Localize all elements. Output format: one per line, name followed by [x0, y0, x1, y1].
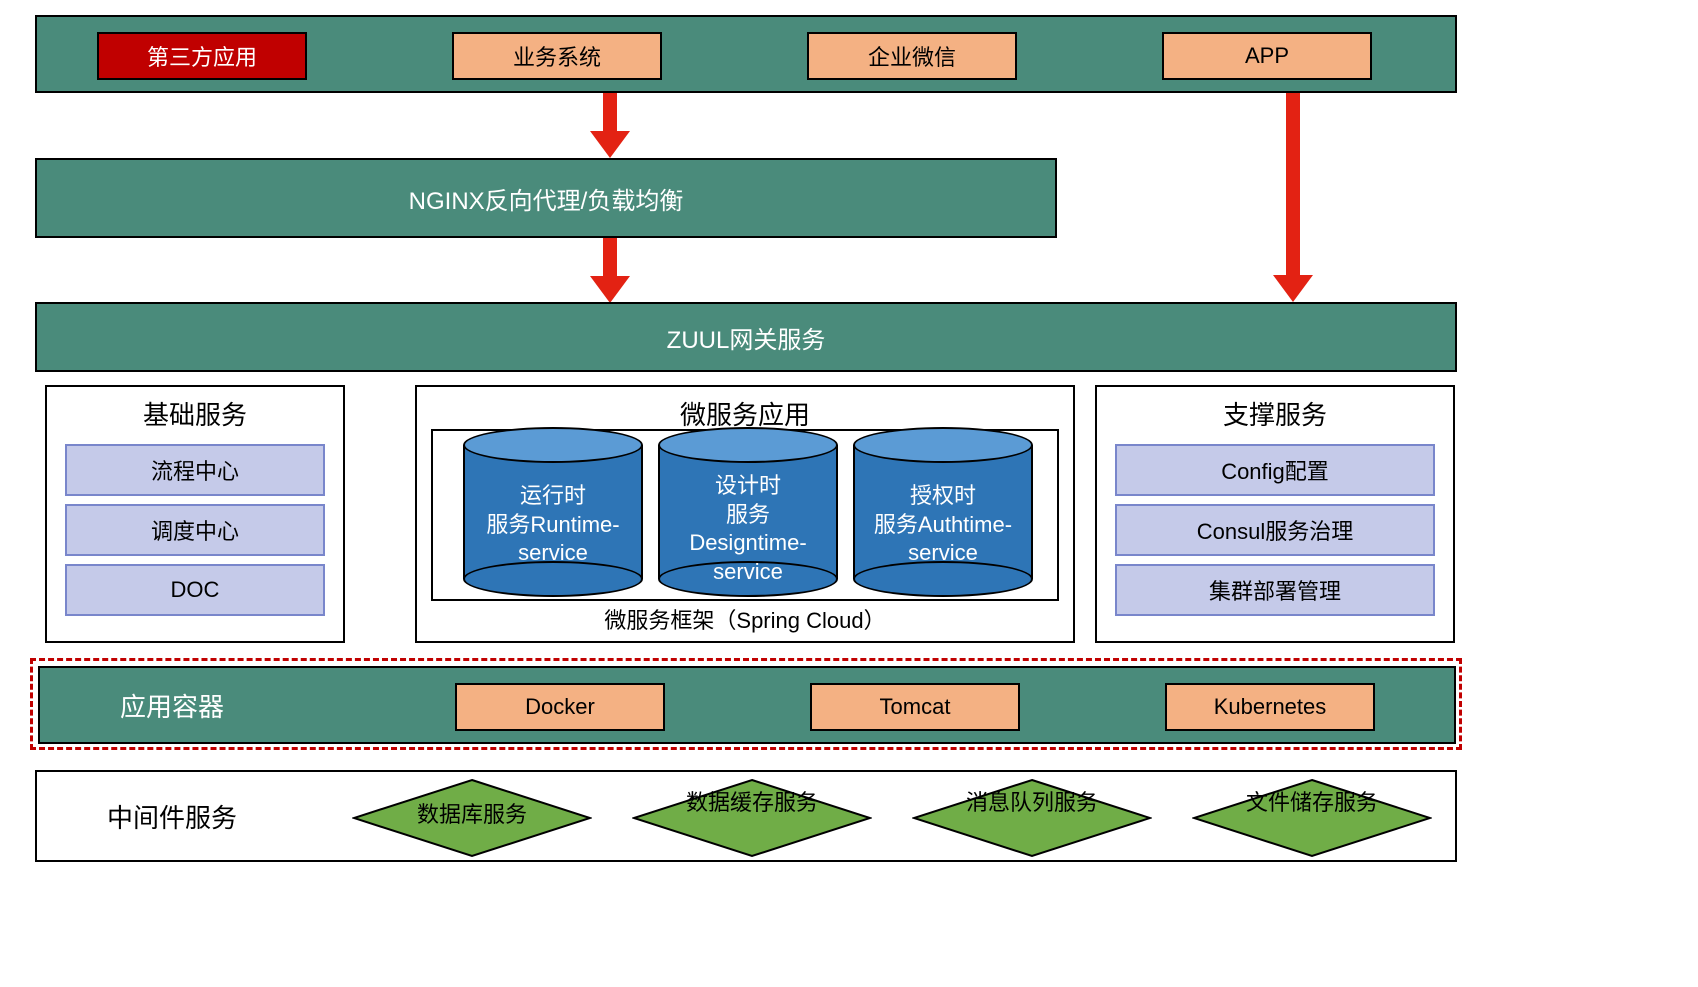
container-label: Kubernetes: [1214, 694, 1327, 720]
client-label: 企业微信: [868, 40, 956, 72]
support-services-title: 支撑服务: [1097, 387, 1453, 436]
container-item-k8s: Kubernetes: [1165, 683, 1375, 731]
cylinder-label: 设计时服务Designtime-service: [658, 472, 838, 586]
zuul-bar: ZUUL网关服务: [35, 302, 1457, 372]
diamond-label: 消息队列服务: [962, 790, 1102, 816]
client-label: 第三方应用: [147, 40, 257, 72]
microservice-footer: 微服务框架（Spring Cloud）: [417, 603, 1073, 635]
support-services-panel: 支撑服务 Config配置 Consul服务治理 集群部署管理: [1095, 385, 1455, 643]
support-service-item: Consul服务治理: [1115, 504, 1435, 556]
container-bar: 应用容器 Docker Tomcat Kubernetes: [38, 666, 1456, 744]
diamond-label: 文件储存服务: [1242, 790, 1382, 816]
basic-service-item: 调度中心: [65, 504, 325, 556]
client-box-biz: 业务系统: [452, 32, 662, 80]
nginx-label: NGINX反向代理/负载均衡: [409, 181, 684, 216]
cylinder-runtime: 运行时服务Runtime-service: [463, 427, 643, 597]
basic-service-label: DOC: [171, 577, 220, 603]
container-item-docker: Docker: [455, 683, 665, 731]
support-service-label: 集群部署管理: [1209, 574, 1341, 606]
middleware-bar: 中间件服务 数据库服务 数据缓存服务 消息队列服务 文件储存服务: [35, 770, 1457, 862]
middleware-title: 中间件服务: [37, 798, 337, 835]
cylinder-authtime: 授权时服务Authtime-service: [853, 427, 1033, 597]
client-box-wechat: 企业微信: [807, 32, 1017, 80]
support-service-item: 集群部署管理: [1115, 564, 1435, 616]
container-dashed-wrapper: 应用容器 Docker Tomcat Kubernetes: [30, 658, 1462, 750]
client-label: APP: [1245, 43, 1289, 69]
container-title: 应用容器: [40, 687, 420, 724]
support-service-label: Config配置: [1221, 454, 1329, 486]
cylinder-designtime: 设计时服务Designtime-service: [658, 427, 838, 597]
client-label: 业务系统: [513, 40, 601, 72]
microservice-framework-box: 运行时服务Runtime-service 设计时服务Designtime-ser…: [431, 429, 1059, 601]
basic-service-label: 调度中心: [151, 514, 239, 546]
microservice-panel: 微服务应用 运行时服务Runtime-service 设计时服务Designti…: [415, 385, 1075, 643]
arrow-down-icon: [590, 93, 630, 158]
diamond-label: 数据缓存服务: [682, 790, 822, 816]
arrow-down-icon: [590, 238, 630, 303]
support-service-label: Consul服务治理: [1197, 514, 1353, 546]
basic-services-panel: 基础服务 流程中心 调度中心 DOC: [45, 385, 345, 643]
container-item-tomcat: Tomcat: [810, 683, 1020, 731]
basic-service-label: 流程中心: [151, 454, 239, 486]
cylinder-label: 授权时服务Authtime-service: [853, 482, 1033, 568]
zuul-label: ZUUL网关服务: [667, 320, 826, 355]
client-box-app: APP: [1162, 32, 1372, 80]
arrow-down-icon: [1273, 93, 1313, 302]
basic-service-item: 流程中心: [65, 444, 325, 496]
nginx-bar: NGINX反向代理/负载均衡: [35, 158, 1057, 238]
container-label: Tomcat: [880, 694, 951, 720]
support-service-item: Config配置: [1115, 444, 1435, 496]
cylinder-label: 运行时服务Runtime-service: [463, 482, 643, 568]
basic-services-title: 基础服务: [47, 387, 343, 436]
basic-service-item: DOC: [65, 564, 325, 616]
client-box-thirdparty: 第三方应用: [97, 32, 307, 80]
top-clients-bar: 第三方应用 业务系统 企业微信 APP: [35, 15, 1457, 93]
container-label: Docker: [525, 694, 595, 720]
diamond-label: 数据库服务: [352, 802, 592, 828]
